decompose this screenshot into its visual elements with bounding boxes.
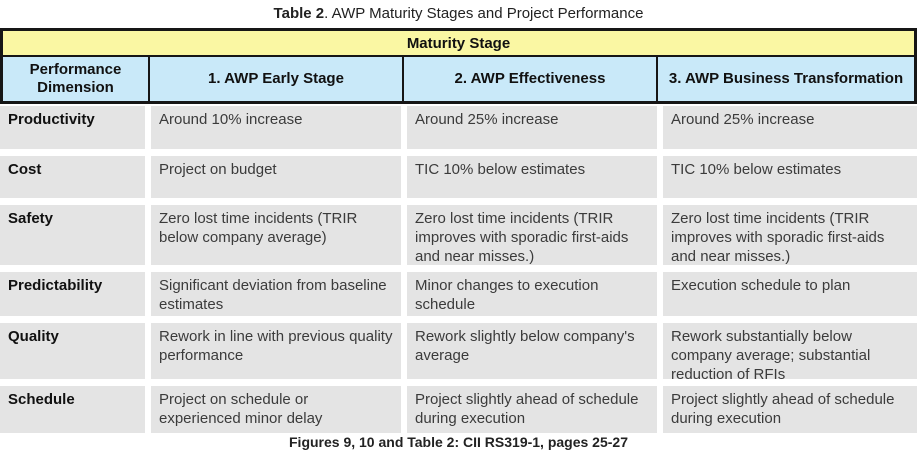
cell-schedule-early: Project on schedule or experienced minor…: [151, 386, 401, 433]
cell-safety-effectiveness: Zero lost time incidents (TRIR improves …: [407, 205, 657, 265]
column-header-row: Performance Dimension 1. AWP Early Stage…: [3, 57, 914, 101]
source-caption: Figures 9, 10 and Table 2: CII RS319-1, …: [289, 434, 628, 450]
table-title: Table 2. AWP Maturity Stages and Project…: [0, 0, 917, 23]
column-header-awp-effectiveness: 2. AWP Effectiveness: [402, 57, 656, 101]
cell-predictability-transformation: Execution schedule to plan: [663, 272, 917, 316]
cell-productivity-transformation: Around 25% increase: [663, 106, 917, 149]
row-label-schedule: Schedule: [0, 386, 145, 433]
table-title-number: Table 2: [273, 5, 325, 22]
cell-predictability-effectiveness: Minor changes to execution schedule: [407, 272, 657, 316]
cell-cost-transformation: TIC 10% below estimates: [663, 156, 917, 198]
table-header-block: Maturity Stage Performance Dimension 1. …: [0, 28, 917, 104]
row-label-safety: Safety: [0, 205, 145, 265]
column-header-awp-business-transformation: 3. AWP Business Transformation: [656, 57, 914, 101]
cell-predictability-early: Significant deviation from baseline esti…: [151, 272, 401, 316]
cell-schedule-effectiveness: Project slightly ahead of schedule durin…: [407, 386, 657, 433]
row-label-predictability: Predictability: [0, 272, 145, 316]
cell-quality-effectiveness: Rework slightly below company's average: [407, 323, 657, 379]
row-label-productivity: Productivity: [0, 106, 145, 149]
maturity-stage-band: Maturity Stage: [3, 31, 914, 57]
cell-safety-early: Zero lost time incidents (TRIR below com…: [151, 205, 401, 265]
cell-cost-effectiveness: TIC 10% below estimates: [407, 156, 657, 198]
cell-cost-early: Project on budget: [151, 156, 401, 198]
cell-productivity-early: Around 10% increase: [151, 106, 401, 149]
column-header-awp-early-stage: 1. AWP Early Stage: [148, 57, 402, 101]
table-body: Productivity Around 10% increase Around …: [0, 106, 917, 433]
cell-schedule-transformation: Project slightly ahead of schedule durin…: [663, 386, 917, 433]
column-header-performance-dimension: Performance Dimension: [3, 57, 148, 101]
cell-quality-early: Rework in line with previous quality per…: [151, 323, 401, 379]
cell-productivity-effectiveness: Around 25% increase: [407, 106, 657, 149]
cell-quality-transformation: Rework substantially below company avera…: [663, 323, 917, 383]
row-label-quality: Quality: [0, 323, 145, 379]
table-title-text: . AWP Maturity Stages and Project Perfor…: [324, 5, 644, 22]
row-label-cost: Cost: [0, 156, 145, 198]
cell-safety-transformation: Zero lost time incidents (TRIR improves …: [663, 205, 917, 265]
